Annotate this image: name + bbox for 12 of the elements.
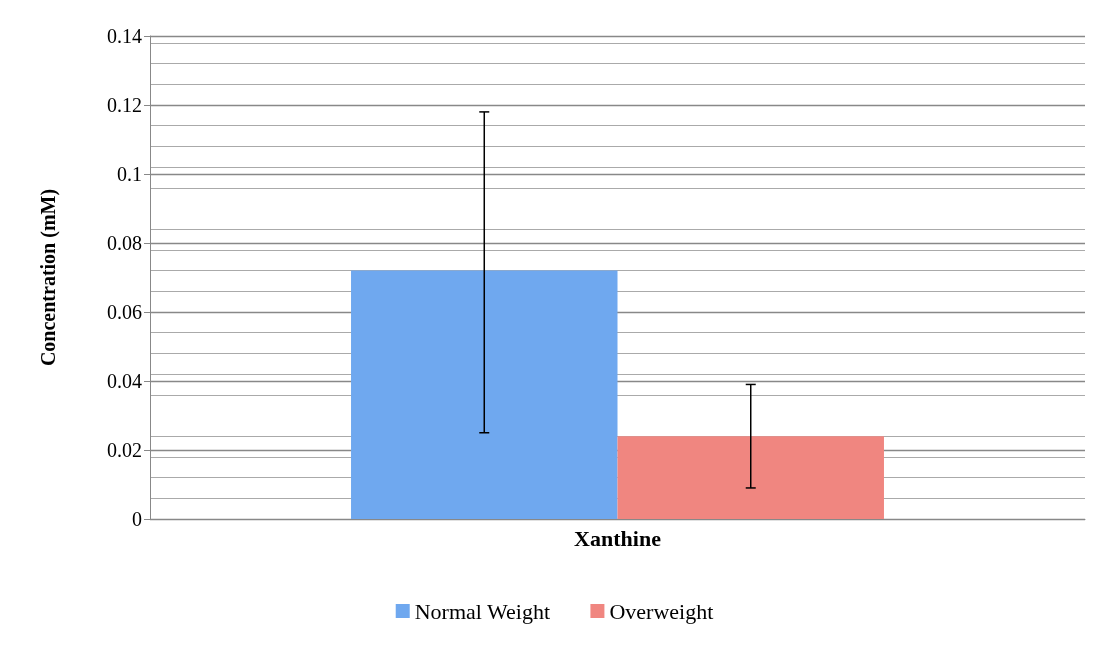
y-tick-label: 0.12: [107, 94, 142, 116]
y-tick-label: 0.14: [107, 25, 142, 47]
y-tick-label: 0.04: [107, 370, 142, 392]
legend-label: Normal Weight: [414, 598, 551, 624]
y-tick-label: 0.02: [107, 439, 142, 461]
y-tick-label: 0: [132, 508, 142, 530]
x-tick-label: Xanthine: [574, 525, 662, 551]
y-tick-label: 0.06: [107, 301, 142, 323]
y-tick-label: 0.1: [117, 163, 142, 185]
legend-label: Overweight: [609, 598, 714, 624]
y-tick-label: 0.08: [107, 232, 142, 254]
y-axis-title: Concentration (mM): [37, 188, 60, 367]
